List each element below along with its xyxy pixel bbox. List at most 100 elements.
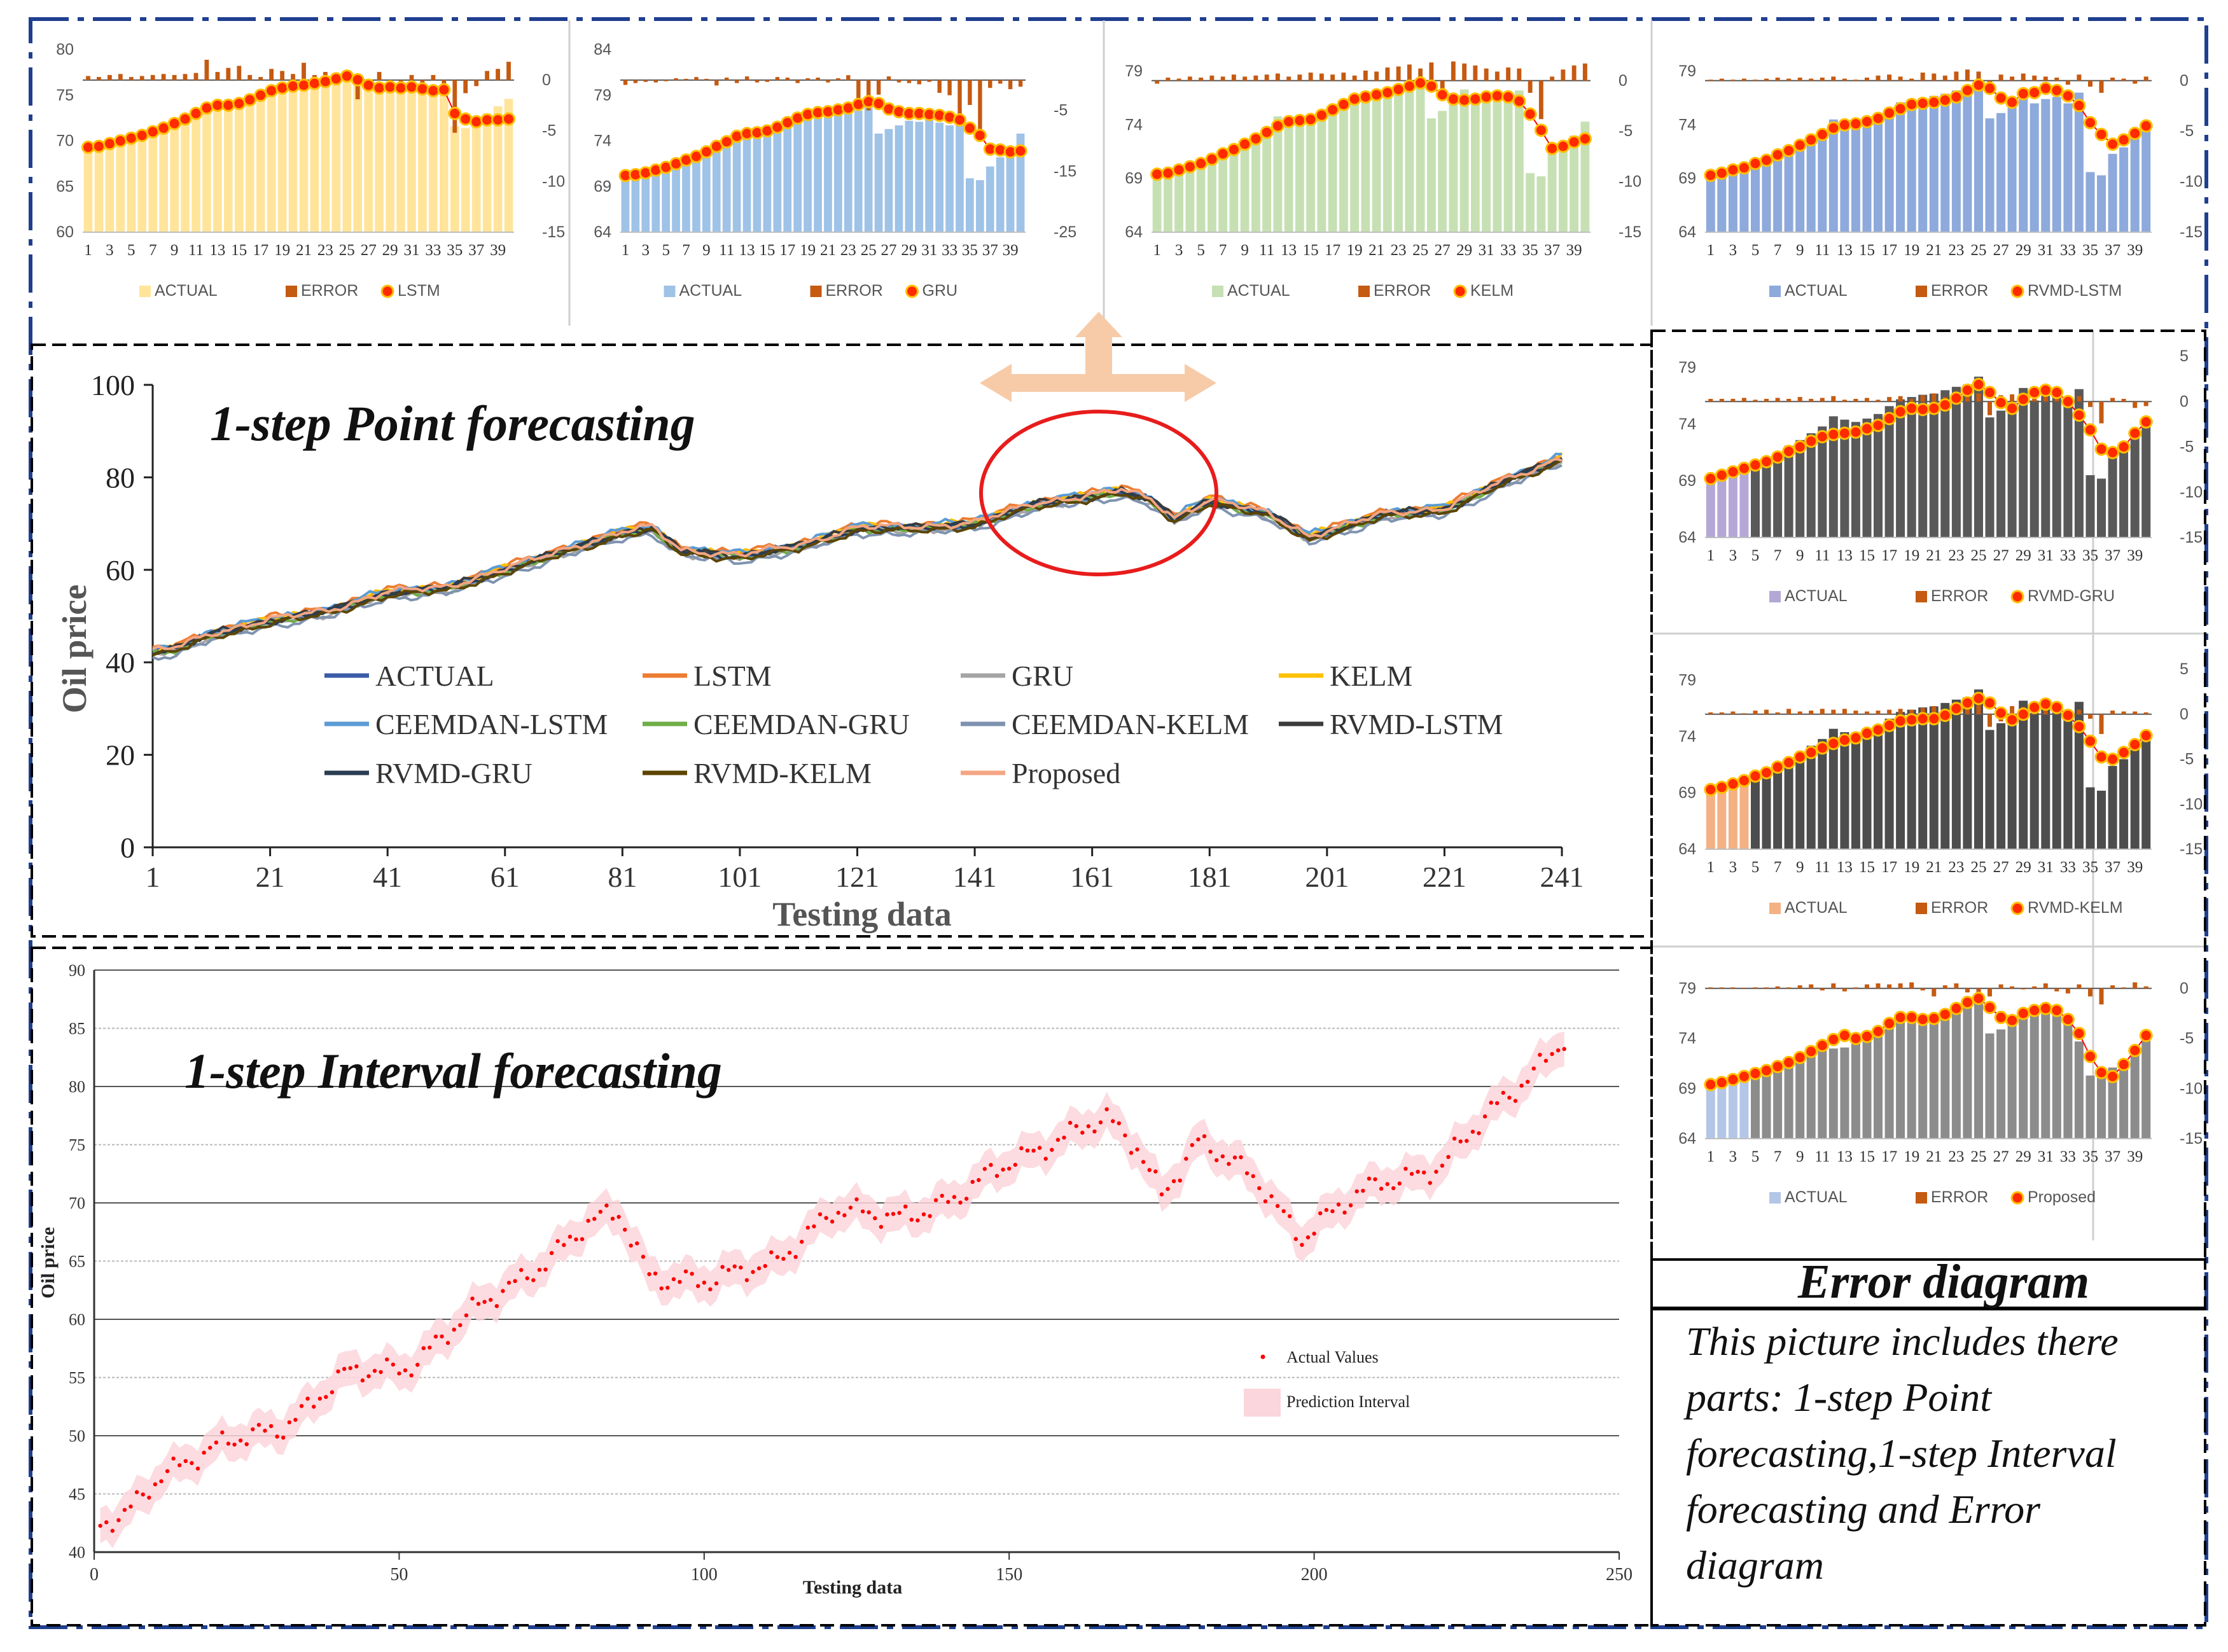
actual-bar <box>1405 86 1414 232</box>
error-bar <box>633 80 638 83</box>
actual-bar <box>375 90 384 232</box>
actual-value-point <box>1190 1142 1195 1148</box>
legend-actual-swatch <box>1769 591 1781 602</box>
legend-error-swatch <box>286 286 297 297</box>
actual-bar <box>1963 88 1972 232</box>
error-bar <box>2133 711 2138 714</box>
error-bar <box>1932 73 1937 81</box>
actual-value-point <box>489 1298 493 1302</box>
error-bar <box>2110 985 2115 989</box>
error-bar <box>1842 709 1847 714</box>
actual-value-point <box>1397 1181 1402 1186</box>
error-bar <box>161 74 166 80</box>
actual-value-point <box>537 1268 542 1272</box>
actual-bar <box>1884 1027 1894 1139</box>
error-bar <box>496 69 500 80</box>
actual-bar <box>1951 699 1961 849</box>
actual-bar <box>1918 707 1928 849</box>
actual-bar <box>504 99 513 232</box>
error-bar <box>1797 711 1802 714</box>
actual-value-point <box>1312 1232 1316 1236</box>
actual-bar <box>127 137 136 232</box>
prediction-marker <box>1782 756 1796 770</box>
actual-bar <box>1862 419 1872 538</box>
left-tick-label: 74 <box>1678 1030 1696 1048</box>
x-tick-label: 1 <box>1153 242 1161 259</box>
actual-value-point <box>1055 1137 1061 1142</box>
prediction-marker <box>1314 108 1328 122</box>
actual-value-point <box>1117 1121 1122 1126</box>
actual-bar <box>1951 90 1961 232</box>
error-bar <box>988 80 992 88</box>
actual-value-point <box>1526 1079 1530 1084</box>
actual-bar <box>1438 111 1447 232</box>
actual-value-point <box>165 1469 170 1473</box>
error-bar <box>1932 393 1937 402</box>
actual-bar <box>1840 419 1849 538</box>
actual-bar <box>2108 153 2117 232</box>
error-bar <box>1352 75 1357 81</box>
actual-bar <box>1717 474 1727 538</box>
actual-value-point <box>751 1270 755 1274</box>
actual-bar <box>1218 151 1227 232</box>
x-tick-label: 7 <box>682 242 690 259</box>
error-bar <box>150 74 155 80</box>
prediction-marker <box>1804 434 1818 448</box>
prediction-marker <box>1771 148 1785 162</box>
prediction-marker <box>1849 117 1863 131</box>
prediction-marker <box>448 106 462 120</box>
x-tick-label: 13 <box>1837 242 1853 259</box>
actual-value-point <box>1513 1099 1518 1103</box>
error-bar <box>2133 80 2138 84</box>
actual-value-point <box>256 1422 261 1427</box>
actual-bar <box>386 88 394 232</box>
prediction-marker <box>1815 127 1829 141</box>
x-tick-label: 17 <box>1881 859 1897 876</box>
error-bar <box>1764 399 1769 402</box>
error-bar <box>1753 987 1758 989</box>
actual-bar <box>2007 715 2017 849</box>
actual-value-point <box>805 1225 811 1230</box>
error-bar <box>1708 80 1713 81</box>
error-bar <box>2077 396 2082 402</box>
actual-bar <box>1739 1076 1749 1139</box>
actual-bar <box>1951 1013 1961 1139</box>
error-bar <box>1462 63 1467 81</box>
prediction-marker <box>1760 455 1773 469</box>
actual-value-point <box>1300 1242 1304 1247</box>
actual-bar <box>1974 1002 1983 1139</box>
actual-value-point <box>1025 1148 1030 1153</box>
right-tick-label: -10 <box>542 172 565 190</box>
actual-bar <box>641 172 650 232</box>
x-tick-label: 27 <box>1993 1148 2009 1165</box>
right-tick-label: -5 <box>2180 122 2194 140</box>
actual-bar <box>2030 400 2039 538</box>
x-tick-label: 31 <box>2038 242 2054 259</box>
actual-value-point <box>1019 1146 1024 1151</box>
error-bar <box>1976 705 1981 714</box>
actual-value-point <box>647 1272 651 1277</box>
actual-bar <box>407 88 416 232</box>
actual-value-point <box>171 1456 176 1461</box>
actual-value-point <box>1269 1194 1274 1198</box>
actual-bar <box>1929 1020 1939 1139</box>
actual-value-point <box>1434 1169 1438 1174</box>
prediction-marker <box>1916 712 1930 726</box>
actual-bar <box>396 90 405 232</box>
error-bar <box>1764 987 1769 989</box>
error-bar <box>1550 76 1555 81</box>
actual-bar <box>814 115 822 232</box>
error-bar <box>998 80 1003 84</box>
actual-value-point <box>1171 1179 1176 1184</box>
prediction-marker <box>470 115 484 128</box>
actual-value-point <box>727 1268 731 1272</box>
prediction-marker <box>1938 398 1952 412</box>
actual-bar <box>1416 78 1425 232</box>
prediction-marker <box>2128 127 2142 141</box>
legend-actual-swatch <box>1769 903 1781 914</box>
error-bar <box>1998 984 2003 989</box>
legend-label: ACTUAL <box>1785 587 1848 605</box>
prediction-marker <box>92 139 106 153</box>
x-tick-label: 161 <box>1070 861 1114 893</box>
actual-value-point <box>708 1287 713 1292</box>
